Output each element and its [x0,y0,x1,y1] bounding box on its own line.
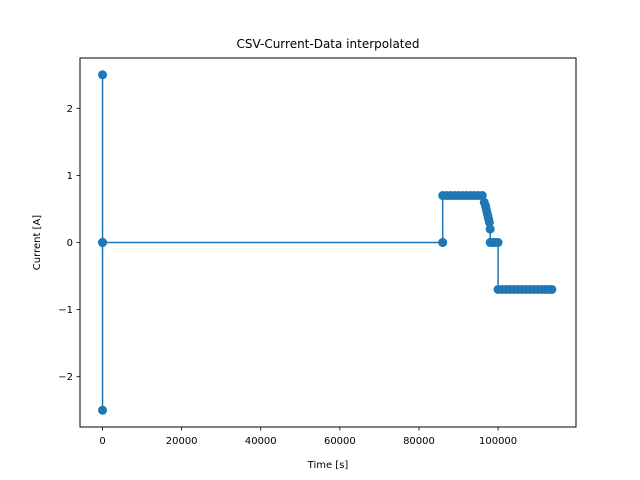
data-point [484,217,494,227]
x-tick-label: 0 [99,436,105,447]
data-point [547,284,557,294]
y-tick-label: −2 [58,372,73,383]
data-point [485,224,495,234]
x-tick-label: 80000 [403,436,435,447]
x-tick-label: 60000 [324,436,356,447]
data-point [438,238,448,247]
y-axis-label: Current [A] [32,215,43,270]
data-point [493,238,503,247]
x-tick-label: 100000 [479,436,517,447]
x-tick-label: 20000 [166,436,198,447]
data-point [98,70,108,80]
x-axis: 0 20000 40000 60000 80000 100000 [99,427,517,447]
plot-area [98,70,557,415]
x-tick-label: 40000 [245,436,277,447]
data-point [98,238,108,247]
y-tick-label: 1 [67,171,73,182]
y-axis: −2 −1 0 1 2 [58,104,80,383]
chart-title: CSV-Current-Data interpolated [236,37,419,51]
x-axis-label: Time [s] [307,460,349,471]
y-tick-label: 2 [67,104,73,115]
data-point [98,405,108,415]
y-tick-label: 0 [67,238,73,249]
y-tick-label: −1 [58,305,73,316]
